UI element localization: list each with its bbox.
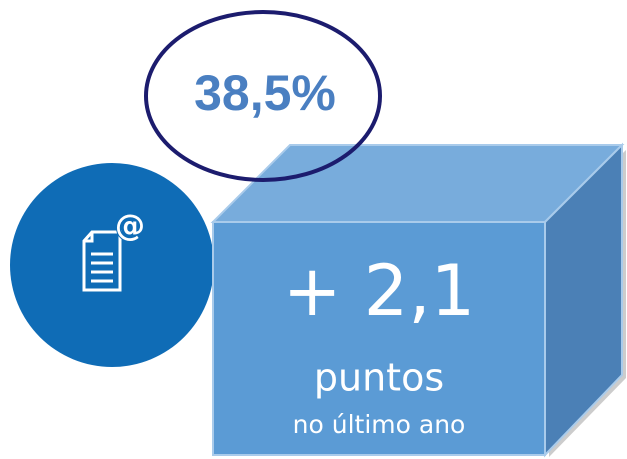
at-sign: @: [115, 209, 145, 244]
email-document-icon: [82, 230, 122, 292]
headline-value: 38,5%: [194, 65, 336, 121]
unit-label: puntos: [314, 356, 444, 400]
change-value: + 2,1: [283, 250, 475, 332]
icon-circle: [10, 163, 214, 367]
highlight-ellipse: [144, 10, 382, 182]
cube-front: [212, 221, 546, 456]
period-label: no último ano: [293, 410, 466, 439]
